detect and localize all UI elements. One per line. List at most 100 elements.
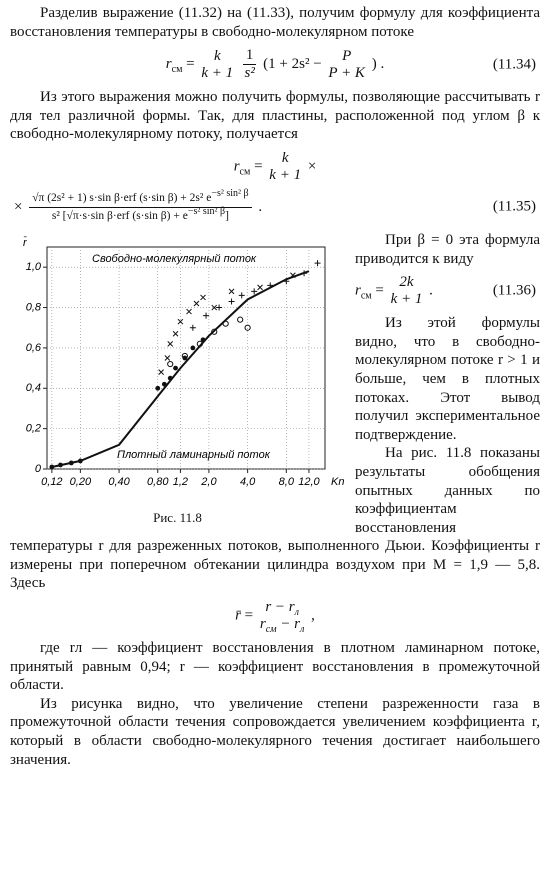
expression: r bbox=[259, 616, 266, 633]
data-point bbox=[211, 328, 218, 335]
subscript: см bbox=[239, 166, 251, 178]
denominator: P + K bbox=[328, 64, 365, 81]
operator: = bbox=[254, 158, 263, 175]
subscript: л bbox=[294, 607, 299, 619]
operator: = bbox=[244, 607, 254, 624]
data-point bbox=[228, 288, 235, 295]
x-tick-label: 4,0 bbox=[240, 476, 256, 488]
data-point bbox=[77, 458, 83, 464]
numerator: k bbox=[213, 47, 221, 64]
x-tick-label: 2,0 bbox=[200, 476, 217, 488]
data-point bbox=[167, 360, 174, 368]
data-point bbox=[301, 270, 308, 277]
equation: rсм = 2k k + 1 . (11.36) bbox=[10, 274, 540, 308]
data-point bbox=[164, 355, 171, 361]
expression: ] bbox=[225, 209, 229, 222]
data-point bbox=[211, 304, 218, 311]
data-point bbox=[186, 308, 192, 315]
fraction: √π (2s² + 1) s·sin β·erf (s·sin β) + 2s²… bbox=[29, 188, 252, 225]
y-tick-label: 0,6 bbox=[26, 342, 42, 354]
data-point bbox=[244, 324, 251, 331]
numerator: P bbox=[342, 47, 352, 64]
expression: (1 + 2s² − bbox=[263, 56, 322, 73]
paragraph: Из этого выражения можно получить формул… bbox=[10, 89, 540, 143]
data-point bbox=[283, 278, 290, 285]
chart: 0 0,2 0,4 0,6 0,8 1,0 0,12 0,20 0,40 0,80 1,2 2,0 4,… bbox=[23, 236, 344, 488]
data-point bbox=[155, 385, 161, 391]
subscript: см bbox=[171, 64, 183, 76]
data-point bbox=[68, 460, 74, 466]
data-point bbox=[58, 462, 63, 468]
data-point bbox=[228, 298, 235, 305]
punctuation: . bbox=[429, 282, 433, 299]
equation-number: (11.36) bbox=[492, 282, 536, 299]
symbol: r bbox=[355, 282, 361, 299]
data-point bbox=[49, 464, 55, 470]
data-point bbox=[196, 340, 203, 347]
paragraph: Разделив выражение (11.32) на (11.33), п… bbox=[10, 5, 540, 40]
figure: 0 0,2 0,4 0,6 0,8 1,0 0,12 0,20 0,40 0,80 1,2 2,0 4,… bbox=[10, 233, 345, 527]
data-point bbox=[203, 312, 210, 319]
subscript: см bbox=[360, 290, 372, 302]
data-point bbox=[182, 355, 188, 361]
x-tick-label: 12,0 bbox=[298, 476, 320, 488]
denominator: k + 1 bbox=[269, 166, 302, 183]
figure-caption: Рис. 11.8 bbox=[153, 509, 202, 525]
equation-number: (11.34) bbox=[492, 56, 536, 73]
operator: × bbox=[307, 158, 317, 175]
data-point bbox=[238, 292, 245, 299]
data-point bbox=[200, 337, 206, 343]
equation: × √π (2s² + 1) s·sin β·erf (s·sin β) + 2… bbox=[10, 188, 540, 225]
y-tick-label: 1,0 bbox=[26, 261, 42, 273]
y-axis-label: r̄ bbox=[23, 236, 28, 249]
y-tick-label: 0,2 bbox=[26, 423, 41, 435]
operator: = bbox=[186, 56, 195, 73]
data-point bbox=[200, 294, 206, 301]
data-point bbox=[181, 352, 188, 360]
data-point bbox=[190, 345, 196, 351]
symbol: r bbox=[165, 56, 172, 73]
annotation: Плотный ламинарный поток bbox=[117, 449, 271, 461]
data-point bbox=[251, 288, 258, 295]
data-point bbox=[193, 300, 200, 307]
y-tick-label: 0 bbox=[35, 463, 42, 475]
data-point bbox=[167, 340, 174, 347]
data-point bbox=[173, 365, 178, 371]
expression: √π (2s² + 1) s·sin β·erf (s·sin β) + 2s²… bbox=[32, 191, 212, 204]
equation-number: (11.35) bbox=[492, 199, 536, 216]
denominator: k + 1 bbox=[390, 291, 423, 308]
data-point bbox=[237, 316, 244, 323]
fraction: 1 s² bbox=[242, 47, 257, 82]
data-point bbox=[314, 260, 321, 267]
expression: − r bbox=[276, 616, 301, 633]
x-tick-label: 0,80 bbox=[147, 476, 169, 488]
symbol: r bbox=[233, 158, 240, 175]
punctuation: . bbox=[258, 198, 263, 215]
data-point bbox=[222, 320, 229, 327]
expression: s² [√π·s·sin β·erf (s·sin β) + e bbox=[51, 209, 188, 222]
fraction: r − rл rсм − rл bbox=[259, 599, 305, 636]
data-point bbox=[158, 369, 165, 375]
punctuation: , bbox=[311, 607, 315, 624]
x-tick-label: 1,2 bbox=[173, 476, 188, 488]
data-point bbox=[189, 324, 196, 331]
x-tick-label: 0,12 bbox=[41, 476, 62, 488]
x-tick-label: 8,0 bbox=[279, 476, 295, 488]
subscript: л bbox=[300, 624, 305, 636]
data-point bbox=[267, 282, 274, 289]
y-tick-label: 0,8 bbox=[26, 301, 42, 313]
data-point bbox=[167, 375, 173, 381]
paragraph: На рис. 11.8 показаны результаты обобщен… bbox=[10, 445, 540, 592]
symbol: r̄ bbox=[235, 607, 241, 624]
superscript: −s² sin² β bbox=[211, 188, 249, 200]
data-point bbox=[290, 272, 296, 279]
paragraph: Из этой формулы видно, что в свободно-мо… bbox=[355, 315, 540, 443]
paragraph: где rл — коэффициент восстановления в пл… bbox=[10, 640, 540, 694]
operator: = bbox=[375, 282, 384, 299]
data-point bbox=[216, 304, 223, 311]
